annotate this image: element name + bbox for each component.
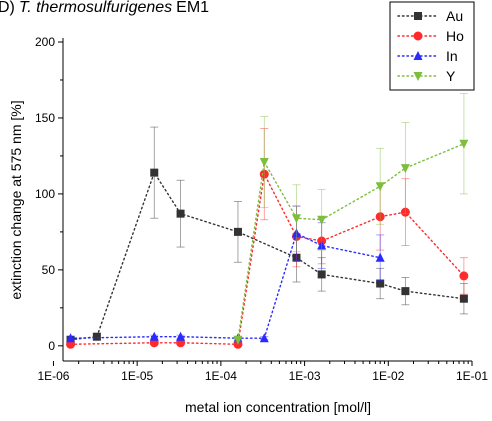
data-point: [176, 331, 186, 341]
data-point: [259, 158, 269, 168]
legend-label-y: Y: [446, 68, 456, 84]
title-species: T. thermosulfurigenes: [19, 0, 172, 16]
plot-area: [66, 93, 469, 349]
y-axis-label: extinction change at 575 nm [%]: [8, 100, 24, 299]
data-point: [233, 227, 242, 236]
data-point: [92, 332, 101, 341]
data-point: [375, 182, 385, 192]
x-tick-label: 1E-05: [121, 369, 153, 383]
legend-label-ho: Ho: [446, 28, 464, 44]
y-tick-label: 50: [42, 263, 56, 277]
data-point: [317, 215, 327, 225]
data-point: [375, 252, 385, 262]
data-point: [176, 209, 185, 218]
title-suffix: EM1: [176, 0, 209, 16]
x-tick-label: 1E-02: [372, 369, 404, 383]
series-line: [237, 143, 465, 341]
data-point: [459, 139, 469, 149]
legend-marker: [414, 12, 422, 20]
x-tick-label: 1E-03: [289, 369, 321, 383]
legend-label-au: Au: [446, 8, 463, 24]
data-point: [400, 164, 410, 174]
x-tick-label: 1E-04: [205, 369, 237, 383]
series-y: [233, 93, 469, 345]
legend-marker: [413, 31, 423, 41]
legend-label-in: In: [446, 48, 458, 64]
legend: Au Ho In Y: [389, 1, 475, 91]
series-line: [69, 171, 465, 341]
legend-marker: [413, 51, 423, 60]
series-ho: [66, 128, 469, 349]
series-au: [66, 126, 468, 344]
data-point: [376, 279, 385, 288]
data-point: [291, 214, 301, 224]
data-point: [459, 294, 468, 303]
data-point: [150, 168, 159, 177]
axes: 0 50 100 150 200 1E-06 1E-05 1E-04 1E-03 1E-02 1E-…: [35, 35, 488, 383]
y-tick-label: 100: [35, 187, 55, 201]
data-point: [401, 287, 410, 296]
data-point: [66, 333, 76, 343]
x-tick-label: 1E-01: [456, 369, 488, 383]
data-point: [259, 333, 269, 343]
data-point: [149, 331, 159, 341]
chart-title: D) T. thermosulfurigenes EM1: [0, 0, 209, 16]
series-line: [69, 232, 381, 339]
data-point: [459, 271, 469, 281]
data-point: [233, 335, 243, 345]
y-tick-label: 150: [35, 111, 55, 125]
legend-marker: [413, 72, 423, 81]
title-prefix: D): [0, 0, 15, 16]
series-in: [66, 205, 385, 343]
series-line: [69, 171, 465, 346]
y-tick-label: 200: [35, 35, 55, 49]
x-tick-label: 1E-06: [37, 369, 69, 383]
x-axis-label: metal ion concentration [mol/l]: [185, 399, 371, 415]
y-tick-label: 0: [48, 339, 55, 353]
data-point: [317, 270, 326, 279]
